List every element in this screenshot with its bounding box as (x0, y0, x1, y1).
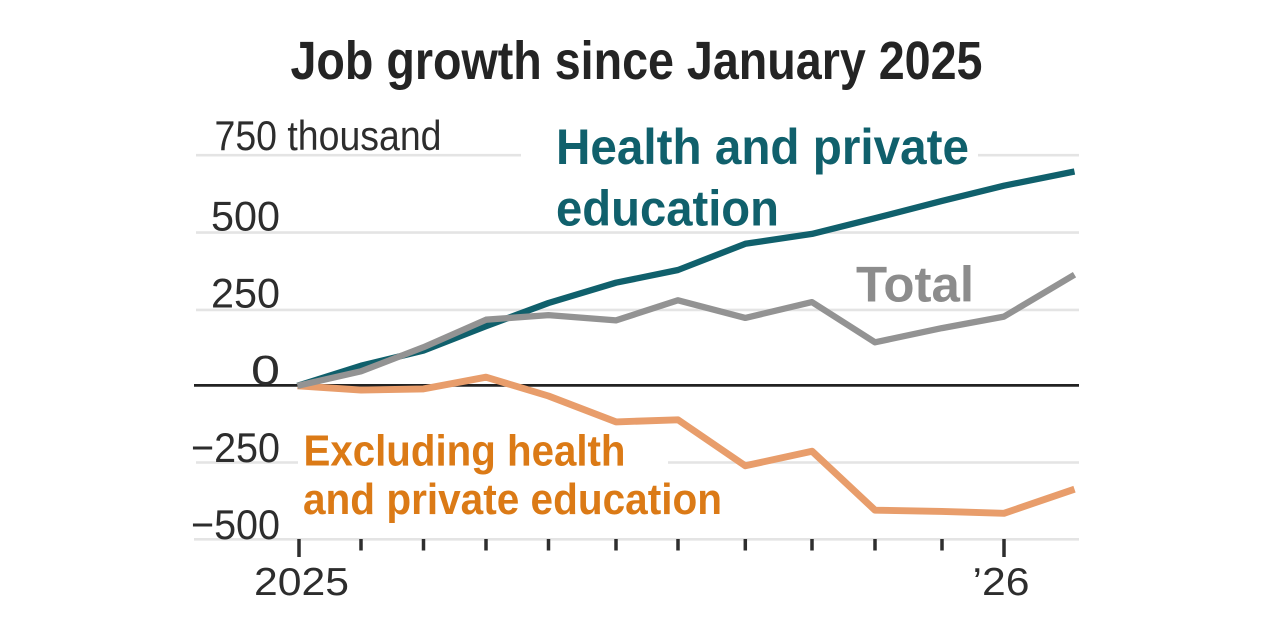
svg-text:Job growth since January 2025: Job growth since January 2025 (291, 31, 983, 91)
svg-text:500: 500 (211, 192, 280, 239)
svg-text:education: education (556, 180, 779, 236)
svg-text:Excluding health: Excluding health (304, 426, 626, 475)
svg-text:2025: 2025 (254, 561, 349, 604)
svg-text:−500: −500 (191, 501, 280, 548)
svg-text:0: 0 (251, 347, 280, 394)
svg-text:’26: ’26 (973, 561, 1030, 604)
svg-text:Total: Total (856, 256, 974, 312)
svg-text:Health and private: Health and private (556, 119, 969, 175)
svg-text:250: 250 (211, 270, 280, 317)
svg-text:−250: −250 (191, 424, 280, 471)
svg-text:and private education: and private education (303, 475, 722, 524)
svg-text:750 thousand: 750 thousand (215, 112, 442, 159)
